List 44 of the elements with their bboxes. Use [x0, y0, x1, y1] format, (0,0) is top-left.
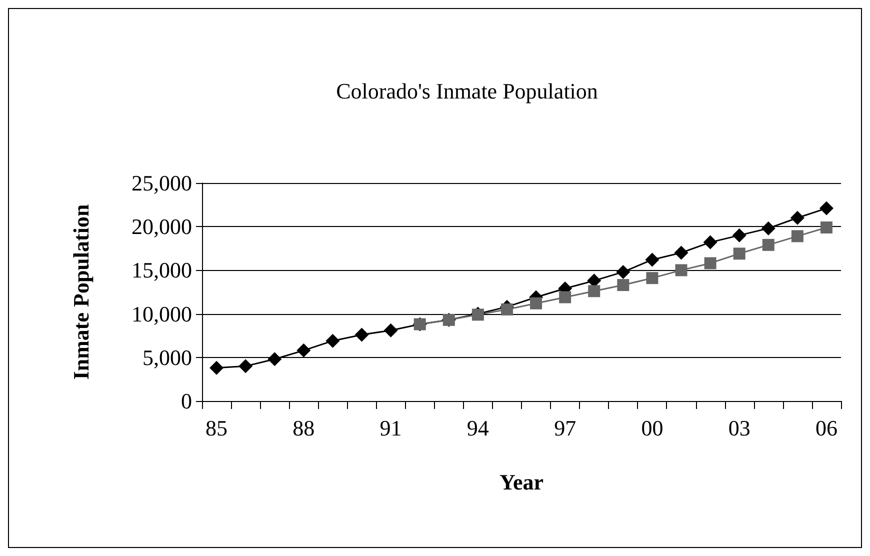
x-tick-label: 03 — [728, 416, 750, 440]
x-tick-label: 91 — [380, 416, 402, 440]
point — [790, 210, 804, 225]
y-tick-label: 15,000 — [132, 258, 192, 283]
point — [588, 285, 600, 298]
point — [762, 238, 774, 251]
point — [645, 252, 660, 267]
point — [500, 303, 513, 316]
point — [384, 323, 398, 338]
point — [617, 279, 630, 292]
x-tick-label: 97 — [554, 416, 576, 440]
point — [210, 360, 224, 375]
x-axis-title: Year — [500, 470, 544, 494]
y-axis-title: Inmate Population — [68, 204, 94, 380]
x-tick-label: 00 — [641, 416, 664, 440]
point — [733, 248, 746, 260]
point — [675, 264, 688, 276]
point — [296, 343, 311, 358]
y-tick-label: 10,000 — [132, 301, 192, 326]
point — [616, 264, 630, 279]
point — [732, 228, 746, 242]
point — [326, 334, 340, 348]
point — [354, 328, 369, 342]
x-tick-label: 85 — [206, 416, 228, 440]
point — [761, 221, 776, 236]
point — [559, 291, 572, 304]
point — [704, 257, 716, 270]
y-tick-label: 0 — [181, 388, 192, 414]
y-tick-label: 25,000 — [132, 170, 192, 196]
point — [238, 359, 253, 374]
x-tick-label: 94 — [466, 416, 489, 440]
y-tick-label: 20,000 — [132, 214, 192, 240]
chart-title: Colorado's Inmate Population — [336, 78, 598, 104]
point — [268, 352, 282, 366]
point — [703, 235, 718, 250]
point — [646, 272, 658, 284]
y-tick-label: 5,000 — [142, 344, 192, 370]
x-tick-label: 88 — [292, 416, 315, 440]
x-tick-label: 06 — [815, 416, 838, 440]
point — [791, 230, 804, 242]
point — [819, 201, 834, 216]
point — [530, 297, 542, 310]
point — [674, 246, 688, 260]
point — [820, 221, 832, 234]
